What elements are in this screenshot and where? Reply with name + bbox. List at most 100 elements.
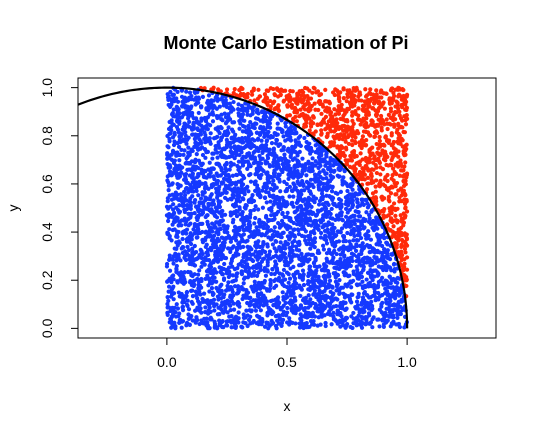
point-inside [220, 319, 225, 324]
point-outside [332, 107, 337, 112]
point-inside [214, 208, 219, 214]
point-outside [242, 94, 247, 99]
point-inside [248, 314, 253, 319]
point-inside [236, 227, 242, 233]
point-outside [271, 86, 276, 92]
point-inside [206, 308, 211, 313]
point-inside [316, 183, 321, 188]
point-inside [193, 289, 198, 294]
point-inside [332, 159, 337, 164]
point-outside [350, 113, 355, 118]
point-inside [203, 155, 208, 160]
point-inside [166, 218, 171, 224]
point-inside [339, 213, 344, 218]
point-inside [322, 157, 327, 162]
point-outside [316, 107, 321, 113]
point-inside [217, 130, 222, 136]
point-inside [208, 280, 213, 285]
point-outside [374, 170, 379, 176]
point-inside [165, 279, 170, 284]
point-inside [229, 314, 234, 319]
point-inside [218, 219, 223, 225]
point-inside [359, 270, 364, 275]
chart-title: Monte Carlo Estimation of Pi [163, 33, 408, 53]
point-inside [395, 304, 400, 310]
point-inside [221, 103, 226, 108]
point-inside [253, 215, 258, 221]
point-inside [200, 94, 206, 99]
point-inside [329, 322, 334, 327]
point-inside [272, 225, 277, 230]
point-inside [259, 291, 264, 296]
point-inside [354, 264, 359, 269]
point-inside [326, 282, 331, 287]
point-inside [299, 209, 304, 214]
point-inside [307, 165, 312, 171]
point-inside [237, 190, 242, 195]
point-inside [233, 182, 239, 187]
point-inside [385, 254, 390, 259]
point-inside [219, 212, 224, 217]
point-inside [271, 171, 277, 176]
point-inside [234, 172, 240, 178]
point-inside [306, 287, 312, 292]
point-inside [201, 259, 206, 264]
point-inside [165, 305, 170, 310]
point-inside [247, 130, 252, 135]
point-inside [255, 313, 260, 318]
point-inside [274, 195, 279, 200]
point-inside [257, 132, 263, 138]
point-outside [397, 199, 402, 204]
point-inside [187, 112, 192, 118]
point-inside [254, 121, 259, 126]
point-inside [281, 134, 286, 139]
point-inside [257, 296, 262, 301]
point-inside [265, 244, 270, 249]
point-inside [208, 315, 213, 320]
point-inside [273, 277, 278, 282]
point-inside [395, 315, 400, 320]
point-outside [350, 131, 356, 136]
point-inside [168, 277, 174, 282]
point-inside [193, 198, 198, 203]
point-inside [298, 134, 303, 139]
point-inside [275, 233, 281, 238]
point-inside [191, 164, 196, 169]
point-inside [236, 167, 241, 172]
point-outside [393, 162, 398, 167]
point-inside [366, 284, 371, 289]
point-inside [347, 273, 352, 278]
point-inside [196, 158, 202, 163]
point-inside [176, 182, 182, 188]
point-outside [374, 178, 379, 183]
point-inside [290, 188, 295, 194]
point-inside [262, 195, 268, 200]
point-inside [196, 110, 201, 116]
point-inside [196, 172, 201, 177]
point-inside [187, 322, 192, 327]
point-outside [347, 88, 352, 93]
point-inside [343, 206, 349, 211]
point-inside [203, 140, 208, 145]
point-inside [285, 320, 290, 325]
point-inside [227, 105, 232, 111]
point-inside [257, 145, 263, 151]
point-inside [169, 314, 174, 319]
point-inside [286, 280, 291, 285]
point-inside [367, 213, 372, 218]
point-outside [367, 132, 372, 137]
point-inside [355, 275, 361, 280]
point-inside [265, 153, 270, 158]
point-inside [326, 285, 331, 290]
point-outside [388, 98, 393, 103]
point-inside [182, 228, 187, 234]
point-inside [193, 184, 198, 189]
point-outside [329, 124, 334, 129]
point-inside [182, 138, 187, 143]
point-outside [398, 136, 403, 142]
point-outside [249, 89, 255, 94]
point-outside [376, 122, 381, 128]
point-inside [177, 317, 182, 323]
point-inside [351, 310, 356, 316]
point-inside [198, 132, 204, 137]
